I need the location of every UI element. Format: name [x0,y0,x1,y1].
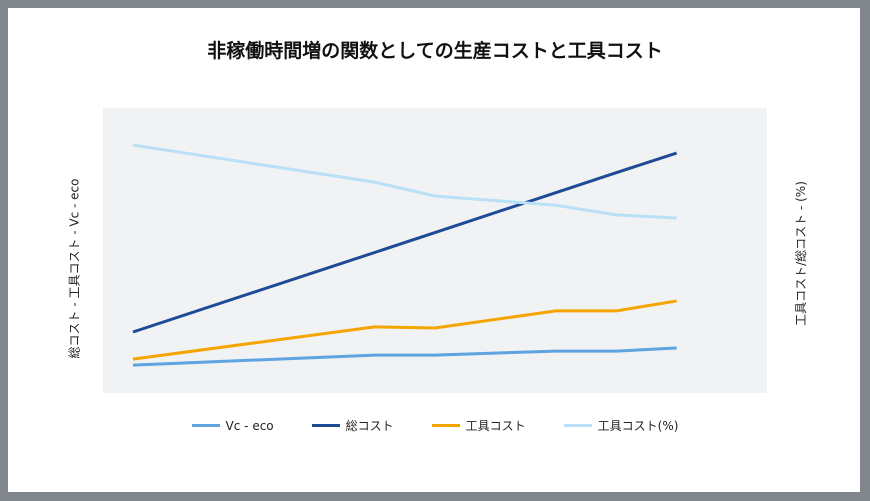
series-line [132,346,677,367]
legend-swatch [311,424,340,427]
series-line [132,299,677,361]
legend-item: 工具コスト(%) [563,417,679,434]
legend-item: Vc - eco [191,417,274,434]
legend-swatch [191,424,220,427]
series-line [132,143,677,220]
legend-label: 工具コスト(%) [597,419,679,433]
series-line [132,151,678,334]
legend-item: 工具コスト [431,417,526,434]
y-axis-right-label: 工具コスト/総コスト - (%) [793,180,808,326]
y-axis-left-label: 総コスト - 工具コスト - Vc - eco [67,177,82,359]
legend-item: 総コスト [311,417,394,434]
legend-swatch [563,424,592,427]
plot-background [103,108,767,393]
chart-title: 非稼働時間増の関数としての生産コストと工具コスト [207,40,663,62]
legend-label: 総コスト [345,419,394,433]
legend-label: Vc - eco [225,418,274,433]
legend-label: 工具コスト [465,419,526,433]
legend-swatch [431,424,460,427]
legend: Vc - eco 総コスト 工具コスト 工具コスト(%) [0,417,870,434]
